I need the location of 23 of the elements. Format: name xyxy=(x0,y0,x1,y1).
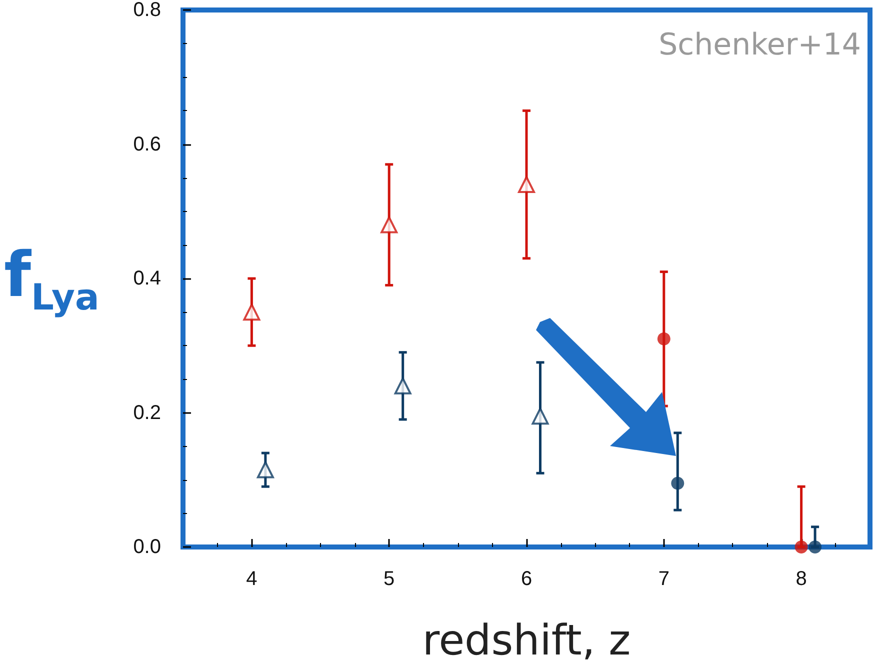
point xyxy=(794,540,808,554)
point xyxy=(808,540,822,554)
point xyxy=(394,377,412,394)
annotation: Schenker+14 xyxy=(658,28,862,62)
point xyxy=(243,304,260,321)
point xyxy=(657,332,670,346)
x-tick-label: 8 xyxy=(796,568,807,590)
x-axis-title: redshift, z xyxy=(422,616,631,664)
point xyxy=(380,216,398,234)
x-tick-label: 4 xyxy=(246,568,258,590)
y-tick-label: 0.6 xyxy=(133,133,161,156)
point xyxy=(532,408,549,425)
y-axis-title: f$_{Lya}$ xyxy=(4,238,100,320)
y-tick-label: 0.2 xyxy=(133,402,161,424)
y-tick-label: 0.8 xyxy=(133,0,161,21)
x-tick-label: 5 xyxy=(384,568,395,590)
point xyxy=(256,461,274,478)
point xyxy=(671,476,684,490)
x-tick-label: 6 xyxy=(520,568,532,590)
x-tick-label: 7 xyxy=(658,568,670,590)
y-tick-label: 0.0 xyxy=(133,536,161,558)
y-tick-label: 0.4 xyxy=(133,268,161,290)
point xyxy=(518,176,535,194)
